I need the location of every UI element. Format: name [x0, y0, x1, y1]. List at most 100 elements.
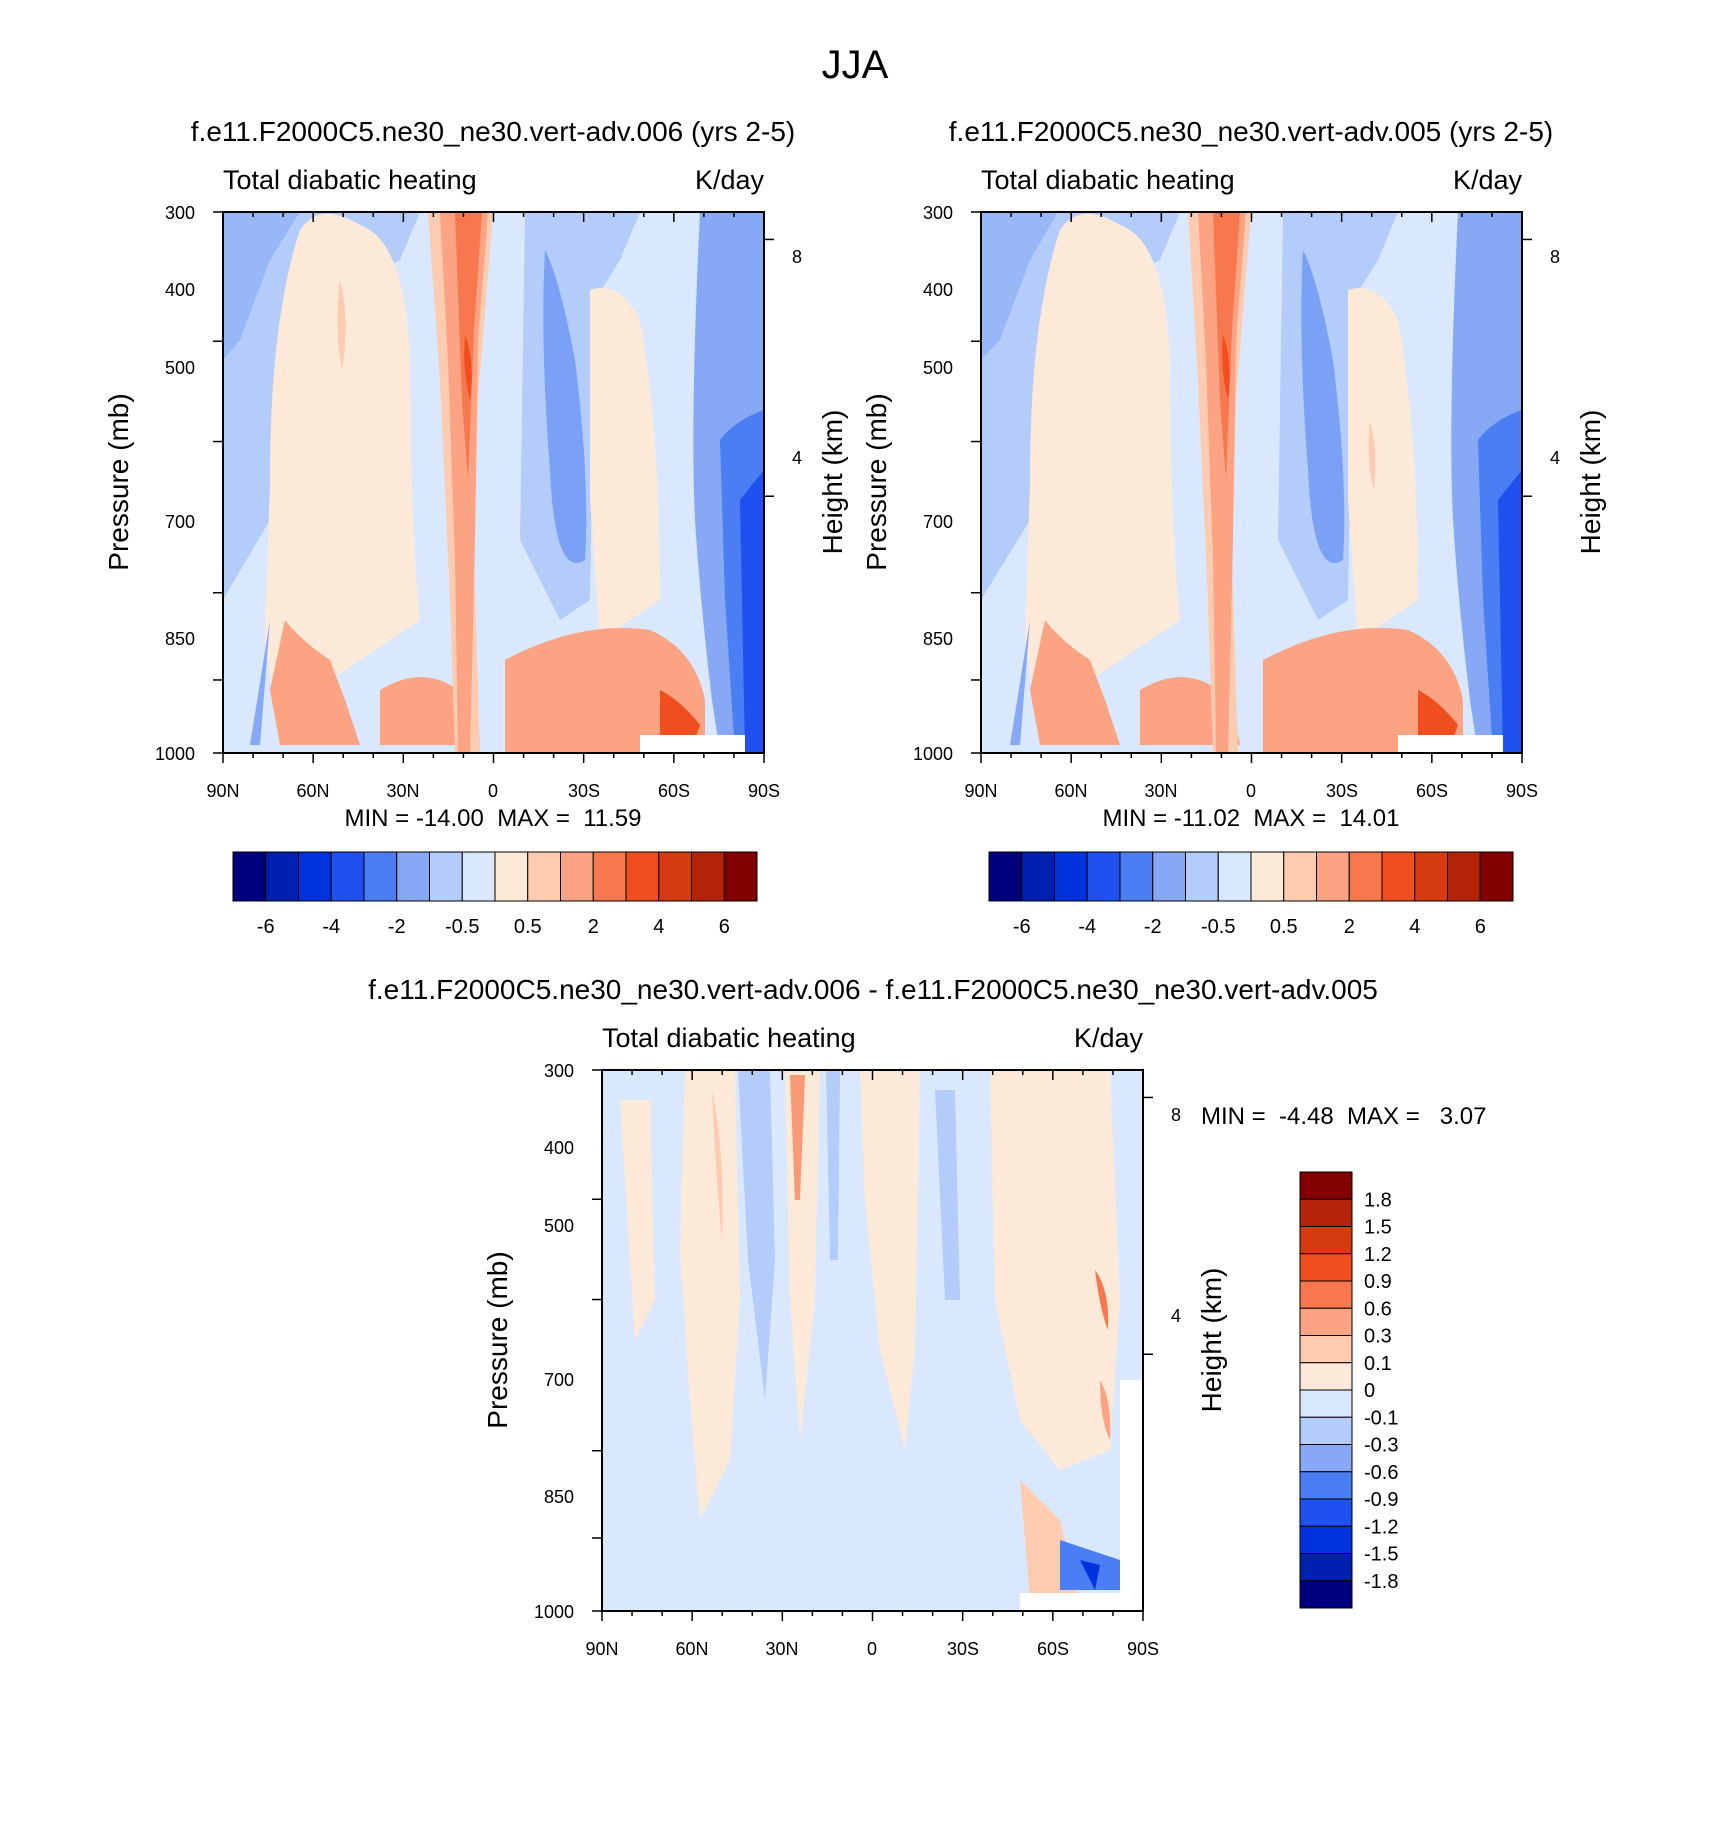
panel-a-colorbar-box: [691, 851, 725, 902]
panel-a-colorbar-box: [330, 851, 365, 902]
panel-c-xtick-30n: 30N: [765, 1639, 798, 1659]
panel-b-colorbar-box: [1381, 851, 1416, 902]
panel-a-xtick-30s: 30S: [568, 781, 600, 801]
panel-c-colorbar-label: 0.6: [1364, 1298, 1392, 1320]
panel-a-colorbar-label: 0.5: [514, 916, 542, 938]
panel-a-xtick-30n: 30N: [386, 781, 419, 801]
panel-a-tick-marks: [213, 211, 774, 763]
page-title: JJA: [822, 43, 889, 87]
panel-c-colorbar-box: [1299, 1171, 1353, 1200]
panel-a-field: [223, 212, 764, 753]
panel-a-colorbar-box: [232, 851, 267, 902]
panel-c-ytick-850: 850: [544, 1487, 574, 1507]
panel-c-colorbar-label: 1.8: [1364, 1189, 1392, 1211]
panel-b-colorbar-box: [1414, 851, 1448, 902]
panel-b-xtick-30n: 30N: [1144, 781, 1177, 801]
panel-b-xtick-60n: 60N: [1054, 781, 1087, 801]
panel-c-colorbar-box: [1299, 1280, 1353, 1309]
panel-c-field: [602, 1070, 1143, 1611]
panel-c-units: K/day: [1074, 1023, 1144, 1053]
panel-a-ytick-1000: 1000: [155, 744, 195, 764]
panel-b-ytick-850: 850: [923, 629, 953, 649]
panel-b-xtick-90s: 90S: [1506, 781, 1538, 801]
panel-b-ytick-400: 400: [923, 280, 953, 300]
panel-b-tick-marks: [971, 211, 1532, 763]
panel-a-colorbar: -6 -4 -2 -0.5 0.5 2 4 6: [232, 851, 758, 938]
panel-c-colorbar-label: 0.3: [1364, 1326, 1392, 1348]
panel-c-colorbar-box: [1299, 1389, 1353, 1418]
panel-b-colorbar-label: -0.5: [1201, 916, 1235, 938]
panel-c-colorbar-box: [1299, 1226, 1353, 1255]
panel-c-colorbar-box: [1299, 1553, 1353, 1582]
panel-a-ylabel-right: Height (km): [817, 410, 848, 555]
panel-a: f.e11.F2000C5.ne30_ne30.vert-adv.006 (yr…: [103, 116, 848, 938]
panel-b-min-max: MIN = -11.02 MAX = 14.01: [1102, 805, 1399, 832]
panel-a-colorbar-box: [396, 851, 430, 902]
panel-b-xtick-60s: 60S: [1416, 781, 1448, 801]
panel-b-colorbar-label: 6: [1475, 916, 1486, 938]
panel-a-x-ticks: 90N 60N 30N 0 30S 60S 90S: [206, 781, 780, 801]
panel-b: f.e11.F2000C5.ne30_ne30.vert-adv.005 (yr…: [861, 116, 1606, 938]
panel-c-colorbar-label: -1.5: [1364, 1544, 1398, 1566]
panel-b-x-ticks: 90N 60N 30N 0 30S 60S 90S: [964, 781, 1538, 801]
panel-b-ytick-right-8: 8: [1550, 247, 1560, 267]
panel-a-colorbar-label: -0.5: [445, 916, 479, 938]
panel-b-ytick-300: 300: [923, 203, 953, 223]
panel-a-colorbar-label: 6: [719, 916, 730, 938]
panel-b-colorbar-box: [1283, 851, 1317, 902]
panel-c-colorbar-box: [1299, 1362, 1353, 1391]
panel-b-colorbar-box: [1217, 851, 1252, 902]
panel-c-colorbar-box: [1299, 1471, 1353, 1500]
panel-c-colorbar-label: -0.6: [1364, 1462, 1398, 1484]
panel-a-xtick-90n: 90N: [206, 781, 239, 801]
panel-a-colorbar-box: [265, 851, 299, 902]
panel-a-colorbar-label: 4: [653, 916, 664, 938]
panel-c-ytick-500: 500: [544, 1216, 574, 1236]
panel-c-ylabel: Pressure (mb): [482, 1251, 513, 1428]
panel-b-colorbar-label: 4: [1409, 916, 1420, 938]
panel-b-colorbar-box: [1086, 851, 1121, 902]
panel-c-colorbar-box: [1299, 1525, 1353, 1554]
panel-a-colorbar-box: [298, 851, 332, 902]
panel-c-colorbar-label: -1.2: [1364, 1516, 1398, 1538]
panel-c-colorbar-label: 0.9: [1364, 1271, 1392, 1293]
panel-a-colorbar-box: [658, 851, 692, 902]
panel-b-colorbar: -6 -4 -2 -0.5 0.5 2 4 6: [988, 851, 1514, 938]
panel-a-ytick-right-4: 4: [792, 448, 802, 468]
panel-a-colorbar-box: [625, 851, 660, 902]
panel-b-field: [981, 212, 1522, 753]
panel-b-colorbar-label: -6: [1013, 916, 1031, 938]
panel-c-min-max: MIN = -4.48 MAX = 3.07: [1201, 1103, 1486, 1130]
panel-b-colorbar-box: [1479, 851, 1514, 902]
panel-a-colorbar-box: [592, 851, 627, 902]
panel-a-colorbar-label: -6: [257, 916, 275, 938]
panel-c-xtick-90s: 90S: [1127, 1639, 1159, 1659]
panel-a-ytick-400: 400: [165, 280, 195, 300]
panel-a-colorbar-box: [494, 851, 529, 902]
panel-c-ytick-right-8: 8: [1171, 1105, 1181, 1125]
panel-b-colorbar-box: [988, 851, 1023, 902]
panel-b-y-ticks: 300 400 500 700 850 1000 8 4: [913, 203, 1560, 764]
panel-b-ylabel-right: Height (km): [1575, 410, 1606, 555]
panel-b-ytick-700: 700: [923, 512, 953, 532]
panel-b-colorbar-box: [1021, 851, 1055, 902]
panel-c-xtick-0: 0: [867, 1639, 877, 1659]
panel-b-units: K/day: [1453, 165, 1523, 195]
panel-b-title: f.e11.F2000C5.ne30_ne30.vert-adv.005 (yr…: [949, 116, 1553, 147]
panel-c-title: f.e11.F2000C5.ne30_ne30.vert-adv.006 - f…: [368, 974, 1378, 1005]
panel-a-y-ticks: 300 400 500 700 850 1000 8 4: [155, 203, 802, 764]
panel-b-colorbar-box: [1119, 851, 1154, 902]
panel-b-ytick-1000: 1000: [913, 744, 953, 764]
panel-c-colorbar-label: 0: [1364, 1380, 1375, 1402]
panel-a-left-string: Total diabatic heating: [223, 165, 477, 195]
panel-a-colorbar-label: -4: [322, 916, 340, 938]
panel-c-colorbar-label: -0.3: [1364, 1435, 1398, 1457]
panel-b-colorbar-box: [1152, 851, 1186, 902]
panel-c-ytick-1000: 1000: [534, 1602, 574, 1622]
panel-b-colorbar-box: [1185, 851, 1219, 902]
panel-b-ytick-500: 500: [923, 358, 953, 378]
panel-c-colorbar-box: [1299, 1335, 1353, 1364]
panel-c-colorbar-box: [1299, 1307, 1353, 1336]
panel-a-colorbar-box: [527, 851, 561, 902]
